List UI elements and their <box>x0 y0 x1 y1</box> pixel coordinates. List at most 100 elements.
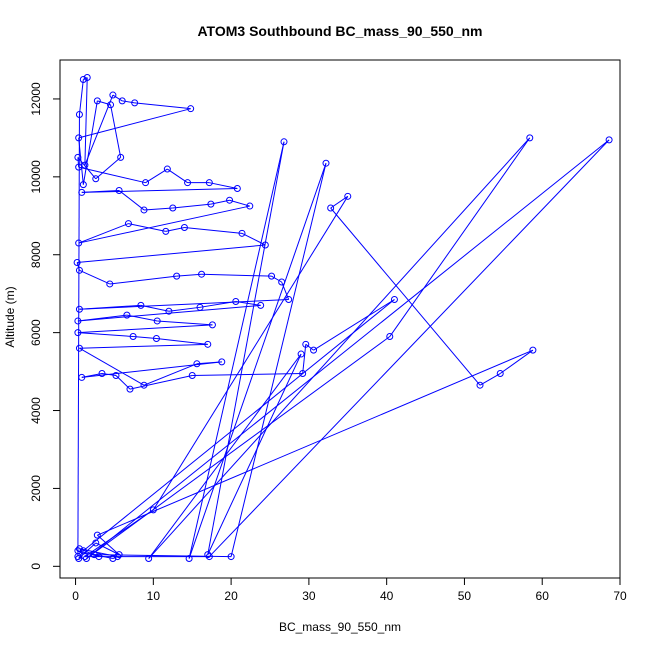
data-point <box>81 161 89 169</box>
data-point <box>180 223 188 231</box>
series-line-segment <box>157 320 213 326</box>
series-line-segment <box>86 336 391 559</box>
data-point <box>205 553 213 561</box>
data-point <box>93 531 101 539</box>
data-point <box>386 333 394 341</box>
series-line-segment <box>134 102 191 110</box>
x-axis: 0 10 20 30 40 50 60 70 <box>72 577 627 603</box>
x-tick-label: 10 <box>147 589 161 603</box>
series-line-segment <box>84 77 88 166</box>
x-tick-label: 70 <box>613 589 627 603</box>
series-line-segment <box>77 550 100 558</box>
y-tick-label: 4000 <box>29 397 43 424</box>
series-line-segment <box>122 100 135 104</box>
series-line-segment <box>129 374 193 390</box>
x-tick-label: 50 <box>458 589 472 603</box>
data-point <box>83 74 91 82</box>
series-line-segment <box>82 100 98 185</box>
data-point <box>285 296 293 304</box>
series-line-segment <box>128 223 166 232</box>
data-point <box>153 317 161 325</box>
x-tick-label: 40 <box>380 589 394 603</box>
series-line-segment <box>83 77 88 80</box>
data-point <box>75 555 83 563</box>
series-line-segment <box>77 332 134 338</box>
y-tick-label: 12000 <box>29 82 43 116</box>
y-tick-label: 8000 <box>29 241 43 268</box>
data-point <box>75 545 83 553</box>
data-point <box>257 301 265 309</box>
series-line-segment <box>499 349 534 374</box>
data-point <box>162 227 170 235</box>
data-point <box>184 179 192 187</box>
series-line-segment <box>81 189 120 193</box>
data-point <box>496 370 504 378</box>
data-point <box>152 334 160 342</box>
series-line-segment <box>313 299 395 351</box>
data-point <box>78 373 86 381</box>
data-point <box>74 329 82 337</box>
series-line-segment <box>97 100 111 106</box>
data-point <box>193 360 201 368</box>
data-point <box>605 136 613 144</box>
series-line-segment <box>140 304 169 312</box>
series-line-segment <box>77 304 261 322</box>
data-point <box>268 272 276 280</box>
data-point <box>92 175 100 183</box>
series-line-segment <box>209 182 238 190</box>
data-point <box>529 346 537 354</box>
series-line-segment <box>230 163 327 557</box>
data-point <box>95 553 103 561</box>
data-point <box>109 91 117 99</box>
data-point <box>140 381 148 389</box>
data-point <box>106 280 114 288</box>
data-point <box>75 239 83 247</box>
series-line-segment <box>302 344 307 374</box>
y-tick-label: 6000 <box>29 319 43 346</box>
series-line-segment <box>76 262 80 271</box>
series-line-segment <box>172 203 211 209</box>
series-line-segment <box>86 139 610 559</box>
data-point <box>205 179 213 187</box>
series-line-segment <box>78 223 129 244</box>
data-point <box>75 134 83 142</box>
data-point <box>204 340 212 348</box>
series-line-segment <box>176 273 202 277</box>
data-point <box>75 305 83 313</box>
series-line-segment <box>110 104 122 158</box>
data-point <box>73 259 81 267</box>
series-line-segment <box>143 207 173 211</box>
plot-layer <box>73 74 613 563</box>
data-point <box>81 553 89 561</box>
series-line-segment <box>79 269 110 285</box>
data-point <box>204 551 212 559</box>
series-line-segment <box>94 554 232 558</box>
series-line-segment <box>101 373 117 376</box>
data-point <box>526 134 534 142</box>
series-line-segment <box>95 156 121 180</box>
y-tick-label: 2000 <box>29 475 43 502</box>
data-point <box>476 381 484 389</box>
data-point <box>98 370 106 378</box>
data-point <box>115 551 123 559</box>
data-point <box>79 181 87 189</box>
x-tick-label: 30 <box>302 589 316 603</box>
series-line-segment <box>305 343 314 351</box>
series-line-segment <box>118 190 145 211</box>
y-tick-label: 10000 <box>29 160 43 194</box>
series-line-segment <box>77 157 97 180</box>
data-point <box>188 371 196 379</box>
y-axis: 0 2000 4000 6000 8000 10000 12000 <box>29 82 61 570</box>
series-line-segment <box>192 373 303 376</box>
series-line-segment <box>78 79 84 115</box>
data-point <box>75 344 83 352</box>
data-point <box>82 555 90 563</box>
data-point <box>74 317 82 325</box>
series-line-segment <box>207 353 302 555</box>
data-point <box>149 506 157 514</box>
data-point <box>92 539 100 547</box>
series-line-segment <box>77 314 127 322</box>
series-line-segment <box>207 141 285 555</box>
data-point <box>344 192 352 200</box>
data-point <box>137 301 145 309</box>
